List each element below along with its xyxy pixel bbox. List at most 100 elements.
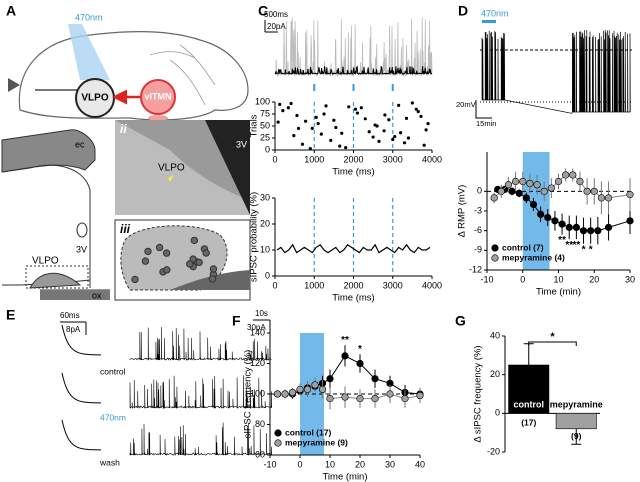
y-tick-label: 30 [260, 192, 270, 202]
panel-c: C 500ms 20pA [258, 3, 433, 78]
neuron-dot [131, 275, 139, 284]
legend-marker [491, 254, 499, 262]
sweep-traces [274, 17, 433, 78]
y-tick-label: 0 [265, 270, 270, 280]
raster-dot [292, 134, 296, 138]
y-axis-label: sIPSC frequency (%) [243, 350, 254, 439]
data-point [296, 385, 304, 394]
raster-dot [329, 138, 333, 142]
raster-dot [377, 139, 381, 143]
voltage-scale: 20mV [456, 100, 476, 109]
vltmn-label: vlTMN [145, 91, 172, 101]
y-tick-label: 25 [260, 132, 270, 142]
data-point [533, 181, 541, 189]
data-point [326, 375, 334, 383]
x-tick-label: 1000 [304, 154, 324, 164]
raster-dot [338, 144, 342, 148]
data-point [565, 223, 573, 231]
y-axis-label: sIPSC probability (%) [249, 192, 260, 282]
event-trace [129, 327, 272, 362]
x-tick-label: 30 [625, 274, 635, 284]
significance: * [358, 344, 362, 355]
x-tick-label: -10 [480, 274, 493, 284]
y-tick-label: -9 [474, 245, 482, 255]
ox-region [40, 290, 110, 300]
neuron-dot [209, 265, 218, 273]
raster-dot [296, 126, 301, 130]
x-tick-label: 3000 [383, 154, 403, 164]
x-axis-label: Time (min) [536, 287, 581, 298]
neuron-dot [163, 266, 171, 274]
average-event [61, 372, 101, 404]
current-traces [61, 324, 272, 457]
raster-dot [397, 103, 401, 107]
y-tick-label: 10 [260, 244, 270, 254]
panel-b: B i ec 3V VLPO ox ii 3V VLPO iii ox [1, 120, 251, 301]
average-event [61, 324, 101, 356]
data-point [356, 394, 364, 403]
raster-dot [334, 125, 338, 130]
data-point [569, 171, 577, 179]
raster-dot [367, 130, 371, 134]
data-point [318, 385, 327, 394]
data-point [590, 187, 598, 195]
raster-dot [382, 129, 386, 133]
vlpo-label: VLPO [32, 256, 59, 267]
vlpo-region [29, 272, 82, 289]
v3-label: 3V [76, 244, 87, 254]
x-axis-label: Time (min) [322, 472, 367, 482]
significance: ** [572, 240, 580, 251]
data-point [604, 194, 613, 202]
raster-dot [319, 132, 323, 136]
data-point [597, 194, 606, 202]
ii-v3: 3V [236, 139, 247, 149]
n-label: (17) [521, 418, 536, 428]
raster-dot [375, 124, 379, 128]
significance-bracket [528, 341, 577, 346]
y-tick-label: 0 [495, 408, 500, 418]
ii-vlpo: VLPO [158, 163, 185, 174]
panel-label: F [232, 313, 241, 329]
raster-dot [308, 146, 312, 151]
category-label: control [514, 400, 545, 410]
raster-dot [300, 142, 305, 146]
row-label: control [100, 366, 126, 376]
raster-dot [422, 143, 426, 147]
legend-label: mepyramine (4) [502, 252, 565, 262]
slow-current: 30pA [247, 323, 266, 332]
y-tick-label: 100 [250, 388, 265, 398]
n-label: (9) [571, 431, 582, 441]
raster-dot [393, 134, 397, 139]
average-event [61, 419, 101, 451]
gray-sweeps [274, 17, 433, 78]
legend-marker [274, 429, 282, 437]
data-point [288, 388, 297, 397]
raster-dot [286, 106, 290, 110]
ec-label: ec [75, 139, 85, 149]
data-point [526, 179, 534, 188]
membrane-trace [481, 29, 631, 114]
significance: * [589, 244, 593, 255]
stim-marker [352, 84, 355, 91]
event-trace [129, 422, 272, 457]
data-point [579, 227, 588, 235]
data-point [547, 184, 555, 192]
bar [555, 413, 597, 430]
neuron-dot [189, 255, 197, 263]
x-tick-label: 2000 [343, 154, 363, 164]
y-tick-label: 140 [250, 327, 265, 337]
x-axis-label: Time (ms) [332, 167, 374, 178]
significance: ** [341, 335, 349, 346]
data-point [626, 191, 634, 199]
panel-label: A [6, 3, 16, 19]
raster-dot [359, 106, 363, 110]
ox-label: ox [92, 290, 102, 300]
panel-d: D 470nm 20mV 15min [456, 3, 632, 128]
raster-dot [402, 141, 407, 145]
neuron-dot [155, 243, 164, 252]
neuron-dot [186, 260, 194, 268]
sublabel-ii: ii [120, 122, 127, 136]
significance: ** [558, 235, 566, 246]
y-tick-label: -20 [487, 446, 500, 456]
